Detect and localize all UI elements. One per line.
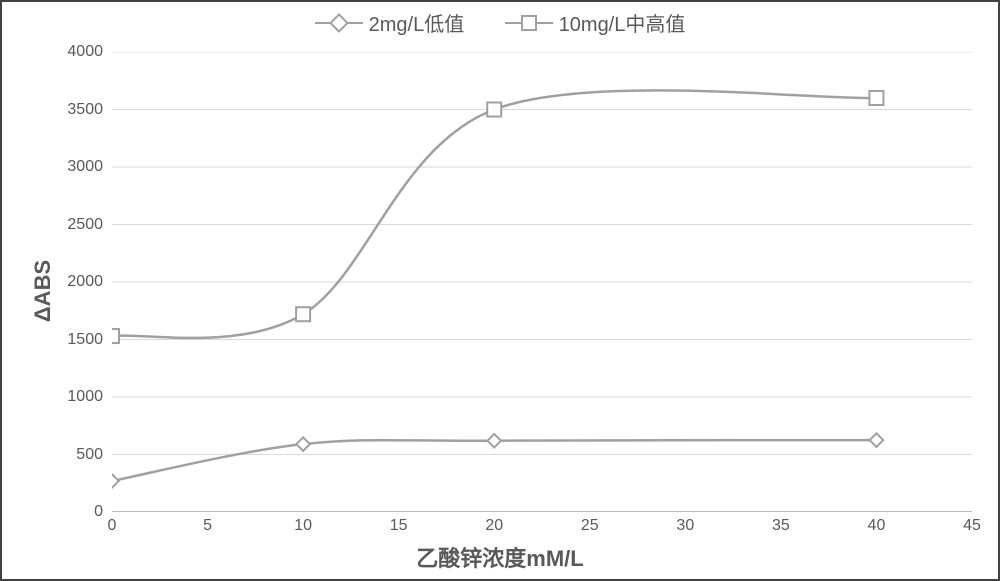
plot-svg — [112, 52, 972, 512]
legend-line-series1 — [315, 22, 363, 24]
plot-area — [112, 52, 972, 512]
xtick-label: 30 — [676, 517, 694, 535]
chart-container: 2mg/L低值 10mg/L中高值 ΔABS 乙酸锌浓度mM/L 0500100… — [0, 0, 1000, 581]
x-axis-label: 乙酸锌浓度mM/L — [416, 541, 583, 573]
ytick-label: 2000 — [43, 273, 103, 291]
ytick-label: 500 — [43, 446, 103, 464]
legend-item-series2: 10mg/L中高值 — [505, 8, 686, 37]
legend-item-series1: 2mg/L低值 — [315, 8, 465, 37]
series-0-marker-2 — [487, 434, 501, 448]
xtick-label: 0 — [108, 517, 117, 535]
ytick-label: 1500 — [43, 331, 103, 349]
square-icon — [521, 15, 537, 31]
ytick-label: 0 — [43, 503, 103, 521]
xtick-label: 15 — [390, 517, 408, 535]
series-1-marker-2 — [487, 103, 501, 117]
xtick-label: 40 — [868, 517, 886, 535]
diamond-icon — [329, 13, 349, 33]
legend-label-series2: 10mg/L中高值 — [559, 8, 686, 37]
series-0-marker-0 — [112, 474, 119, 488]
ytick-label: 2500 — [43, 216, 103, 234]
series-1-marker-0 — [112, 329, 119, 343]
xtick-label: 45 — [963, 517, 981, 535]
legend-line-series2 — [505, 22, 553, 24]
xtick-label: 20 — [485, 517, 503, 535]
xtick-label: 10 — [294, 517, 312, 535]
xtick-label: 35 — [772, 517, 790, 535]
legend-label-series1: 2mg/L低值 — [369, 8, 465, 37]
series-1-marker-1 — [296, 307, 310, 321]
ytick-label: 3000 — [43, 158, 103, 176]
ytick-label: 1000 — [43, 388, 103, 406]
ytick-label: 3500 — [43, 101, 103, 119]
series-0-marker-1 — [296, 437, 310, 451]
legend: 2mg/L低值 10mg/L中高值 — [2, 8, 998, 37]
series-line-1 — [112, 90, 876, 338]
xtick-label: 25 — [581, 517, 599, 535]
series-0-marker-3 — [870, 433, 884, 447]
ytick-label: 4000 — [43, 43, 103, 61]
series-1-marker-3 — [869, 91, 883, 105]
xtick-label: 5 — [203, 517, 212, 535]
